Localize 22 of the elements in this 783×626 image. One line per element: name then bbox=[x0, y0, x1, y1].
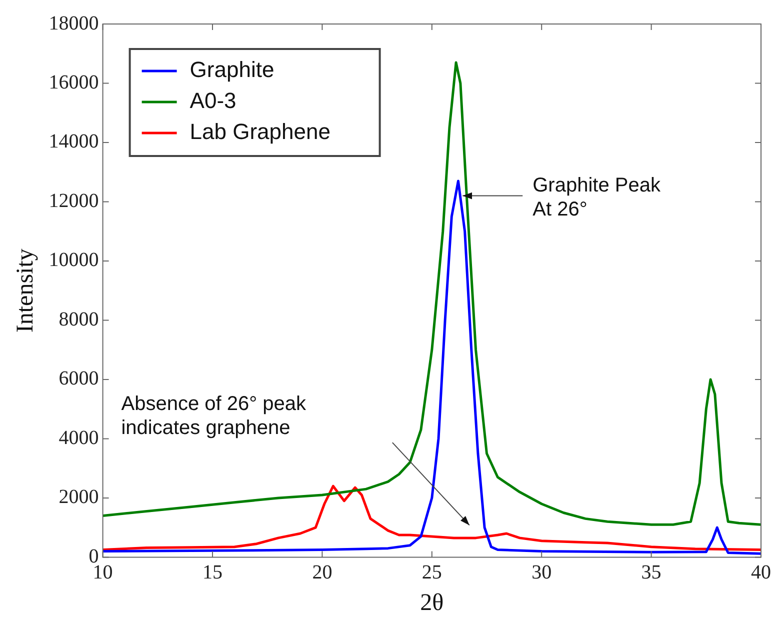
y-tick-label: 4000 bbox=[58, 426, 99, 449]
y-tick-label: 12000 bbox=[48, 190, 99, 212]
y-tick-label: 10000 bbox=[48, 249, 99, 272]
y-tick-label: 18000 bbox=[48, 12, 99, 34]
x-tick-label: 20 bbox=[312, 561, 332, 584]
annotation: Absence of 26° peak indicates graphene bbox=[121, 393, 308, 440]
legend-label: Lab Graphene bbox=[190, 119, 330, 144]
annotation: Graphite Peak At 26° bbox=[532, 174, 662, 220]
x-axis-title: 2θ bbox=[420, 590, 444, 616]
x-tick-label: 35 bbox=[641, 561, 662, 584]
y-tick-label: 6000 bbox=[58, 368, 99, 390]
y-axis-title: Intensity bbox=[12, 248, 39, 333]
x-tick-label: 25 bbox=[422, 561, 442, 584]
y-tick-label: 16000 bbox=[48, 71, 99, 94]
x-tick-label: 30 bbox=[532, 561, 552, 584]
x-tick-label: 15 bbox=[202, 561, 222, 584]
legend-label: A0-3 bbox=[190, 88, 236, 114]
y-tick-label: 2000 bbox=[58, 486, 99, 508]
y-tick-label: 8000 bbox=[58, 308, 99, 330]
x-tick-label: 40 bbox=[751, 561, 771, 584]
y-tick-label: 14000 bbox=[48, 130, 99, 153]
legend-label: Graphite bbox=[190, 57, 274, 82]
